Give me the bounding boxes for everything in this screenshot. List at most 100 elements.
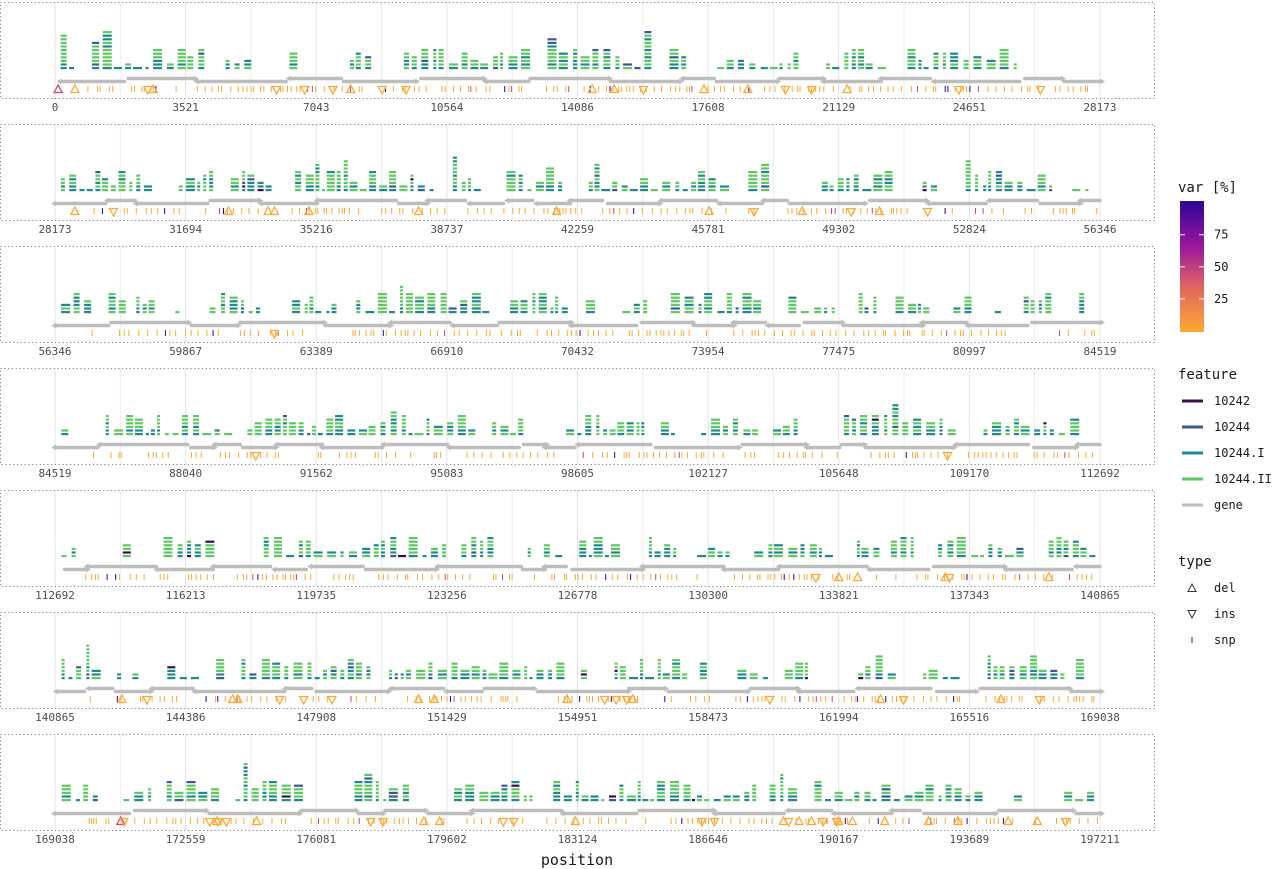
feature-bar (1038, 677, 1047, 680)
feature-bar (926, 422, 936, 425)
feature-bar (999, 52, 1009, 55)
feature-bar (585, 433, 592, 436)
feature-bars (61, 537, 1096, 558)
feature-bar (304, 311, 308, 314)
feature-bar (187, 59, 194, 62)
feature-bar (355, 63, 361, 66)
del-legend-marker (1187, 582, 1197, 592)
gene-arrow-head (56, 78, 62, 85)
feature-bar (118, 174, 126, 177)
feature-bar (399, 185, 408, 188)
feature-bar (177, 547, 183, 550)
feature-bar (470, 67, 479, 70)
feature-bar (986, 63, 996, 66)
feature-bar (295, 181, 302, 184)
feature-bar (241, 673, 246, 676)
feature-bar (284, 669, 289, 672)
gene-arrow-head (820, 78, 826, 85)
feature-bar (644, 45, 652, 48)
feature-bar (187, 67, 194, 70)
feature-bar (166, 795, 172, 798)
feature-bar (987, 662, 991, 665)
feature-bar (956, 551, 966, 554)
feature-bar (527, 555, 531, 558)
feature-bar (853, 181, 859, 184)
feature-bar (644, 59, 652, 62)
feature-bar (594, 189, 600, 192)
feature-bar (274, 418, 281, 421)
feature-bar (650, 189, 658, 192)
feature-bar (113, 67, 122, 70)
x-tick-label: 7043 (303, 101, 330, 114)
feature-bar (251, 791, 259, 794)
feature-bar (480, 547, 484, 550)
feature-bar (590, 795, 599, 798)
feature-bar (964, 303, 972, 306)
feature-bar (636, 429, 640, 432)
feature-bar (451, 666, 458, 669)
feature-bar (614, 669, 618, 672)
feature-bar (284, 677, 289, 680)
feature-bar (314, 677, 320, 680)
feature-bar (1014, 422, 1019, 425)
feature-bar (438, 67, 444, 70)
x-tick-label: 197211 (1080, 833, 1120, 846)
feature-bar (844, 422, 849, 425)
deletion-marker (69, 83, 80, 94)
insertion-marker (271, 85, 282, 96)
feature-bar (61, 784, 71, 787)
feature-bar (900, 547, 907, 550)
feature-bar (243, 770, 248, 773)
feature-bar (427, 300, 436, 303)
feature-bar (157, 429, 160, 432)
feature-bar (873, 185, 883, 188)
feature-bar (892, 415, 899, 418)
panel-3: 56346 59867 63389 66910 70432 73954 77475 80997… (0, 246, 1155, 358)
feature-bar (350, 63, 354, 66)
feature-bar (243, 777, 248, 780)
feature-bar (499, 677, 509, 680)
feature-bar (186, 788, 196, 791)
feature-bar (697, 795, 702, 798)
x-tick-label: 28173 (1083, 101, 1116, 114)
feature-bar (1038, 673, 1047, 676)
feature-bar (125, 67, 132, 70)
feature-bar (826, 63, 831, 66)
feature-bar (662, 185, 671, 188)
feature-bar (288, 433, 296, 436)
feature-bar (471, 551, 477, 554)
gene-arrow-head (1100, 810, 1105, 817)
feature-bar (954, 791, 962, 794)
feature-bar (965, 799, 971, 802)
feature-bar (327, 555, 337, 558)
feature-bar (553, 781, 561, 784)
feature-bar (965, 163, 971, 166)
feature-bar (788, 311, 797, 314)
feature-bar (762, 677, 768, 680)
feature-bar (1030, 669, 1038, 672)
indel-markers (115, 815, 1071, 828)
feature-bar (241, 662, 246, 665)
feature-bar (394, 673, 398, 676)
feature-bar (203, 189, 207, 192)
feature-bar (175, 311, 180, 314)
feature-bar (529, 795, 533, 798)
insertion-marker (806, 85, 817, 96)
gene-arrow-head (930, 78, 936, 85)
feature-bar (136, 181, 141, 184)
feature-bar (975, 181, 979, 184)
deletion-marker (842, 83, 853, 94)
feature-bar (274, 551, 282, 554)
feature-bar (166, 799, 172, 802)
feature-bar (892, 418, 899, 421)
feature-bar (438, 52, 444, 55)
feature-bar (907, 52, 916, 55)
feature-bar (452, 185, 457, 188)
feature-bar (643, 307, 648, 310)
feature-bar (465, 799, 475, 802)
feature-bar (862, 189, 872, 192)
feature-bar (670, 788, 679, 791)
feature-bar (698, 303, 702, 306)
feature-bar (575, 788, 579, 791)
gene-arrow-head (664, 685, 670, 692)
